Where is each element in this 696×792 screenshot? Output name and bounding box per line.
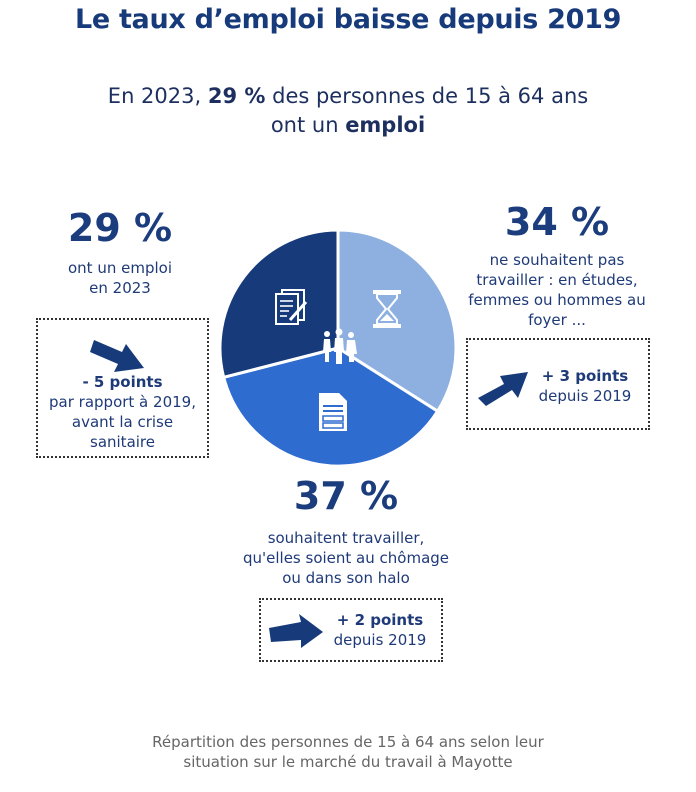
employed-change-line1: par rapport à 2019, xyxy=(49,393,196,411)
subtitle: En 2023, 29 % des personnes de 15 à 64 a… xyxy=(0,82,696,140)
subtitle-part1: En 2023, xyxy=(107,84,208,108)
want-work-desc-line3: ou dans son halo xyxy=(282,569,410,587)
inactive-change-line1: depuis 2019 xyxy=(538,387,632,405)
inactive-desc: ne souhaitent pas travailler : en études… xyxy=(452,250,662,330)
want-work-change-box: + 2 points depuis 2019 xyxy=(259,598,443,662)
want-work-change-points: + 2 points xyxy=(336,611,424,629)
want-work-change-line1: depuis 2019 xyxy=(333,631,427,649)
want-work-desc-line2: qu'elles soient au chômage xyxy=(242,549,450,567)
employed-change-box: - 5 points par rapport à 2019, avant la … xyxy=(36,318,209,458)
pie-chart xyxy=(218,228,458,468)
employed-pct: 29 % xyxy=(67,206,173,250)
subtitle-highlight-pct: 29 % xyxy=(207,84,266,108)
arrow-down-right-icon xyxy=(90,340,144,372)
people-icon xyxy=(323,328,357,364)
inactive-desc-line4: foyer ... xyxy=(528,311,586,329)
inactive-change-points: + 3 points xyxy=(541,367,629,385)
inactive-change-box: + 3 points depuis 2019 xyxy=(466,338,650,430)
want-work-desc: souhaitent travailler, qu'elles soient a… xyxy=(226,528,466,588)
employed-change-points: - 5 points xyxy=(82,373,163,391)
page-title: Le taux d’emploi baisse depuis 2019 xyxy=(74,4,622,35)
inactive-desc-line2: travailler : en études, xyxy=(476,271,638,289)
inactive-desc-line3: femmes ou hommes au xyxy=(468,291,646,309)
employed-desc-line1: ont un emploi xyxy=(68,259,172,277)
employed-change-line3: sanitaire xyxy=(90,433,155,451)
subtitle-highlight-emploi: emploi xyxy=(345,113,426,137)
inactive-desc-line1: ne souhaitent pas xyxy=(489,251,625,269)
chart-caption: Répartition des personnes de 15 à 64 ans… xyxy=(0,732,696,772)
want-work-pct: 37 % xyxy=(293,474,399,518)
employed-desc: ont un emploi en 2023 xyxy=(20,258,220,298)
caption-line1: Répartition des personnes de 15 à 64 ans… xyxy=(152,733,544,751)
arrow-right-icon xyxy=(269,614,323,648)
employed-change-line2: avant la crise xyxy=(71,413,174,431)
employed-desc-line2: en 2023 xyxy=(89,279,151,297)
subtitle-part3: des personnes de 15 à 64 ans xyxy=(265,84,589,108)
caption-line2: situation sur le marché du travail à May… xyxy=(183,753,513,771)
hourglass-icon xyxy=(373,290,401,328)
subtitle-line2-part1: ont un xyxy=(270,113,346,137)
document-pen-icon xyxy=(275,289,308,325)
inactive-pct: 34 % xyxy=(504,200,610,244)
form-document-icon xyxy=(319,393,347,431)
want-work-desc-line1: souhaitent travailler, xyxy=(267,529,425,547)
arrow-up-right-icon xyxy=(478,372,528,406)
